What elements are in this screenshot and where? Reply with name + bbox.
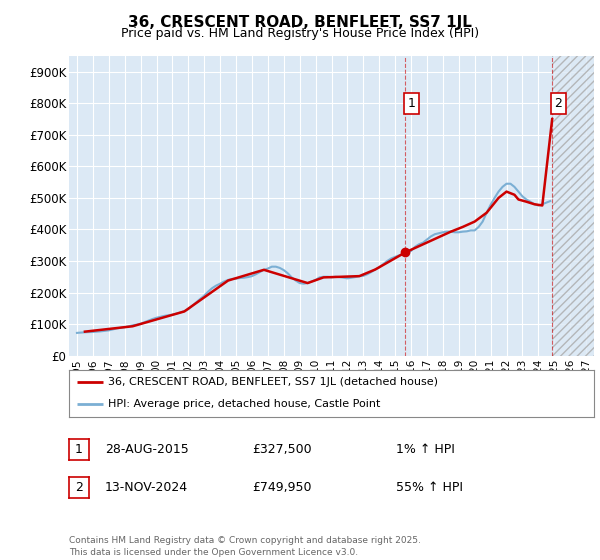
- Text: Contains HM Land Registry data © Crown copyright and database right 2025.
This d: Contains HM Land Registry data © Crown c…: [69, 536, 421, 557]
- Text: 28-AUG-2015: 28-AUG-2015: [105, 443, 189, 456]
- Text: HPI: Average price, detached house, Castle Point: HPI: Average price, detached house, Cast…: [109, 399, 381, 409]
- Text: 2: 2: [75, 481, 83, 494]
- Text: 13-NOV-2024: 13-NOV-2024: [105, 481, 188, 494]
- Text: 1: 1: [75, 443, 83, 456]
- Text: £749,950: £749,950: [252, 481, 311, 494]
- Text: 1% ↑ HPI: 1% ↑ HPI: [396, 443, 455, 456]
- Text: £327,500: £327,500: [252, 443, 311, 456]
- Text: Price paid vs. HM Land Registry's House Price Index (HPI): Price paid vs. HM Land Registry's House …: [121, 27, 479, 40]
- Text: 36, CRESCENT ROAD, BENFLEET, SS7 1JL: 36, CRESCENT ROAD, BENFLEET, SS7 1JL: [128, 15, 472, 30]
- Bar: [552, 56, 594, 356]
- Text: 55% ↑ HPI: 55% ↑ HPI: [396, 481, 463, 494]
- Text: 2: 2: [554, 97, 562, 110]
- Text: 36, CRESCENT ROAD, BENFLEET, SS7 1JL (detached house): 36, CRESCENT ROAD, BENFLEET, SS7 1JL (de…: [109, 377, 439, 388]
- Text: 1: 1: [408, 97, 416, 110]
